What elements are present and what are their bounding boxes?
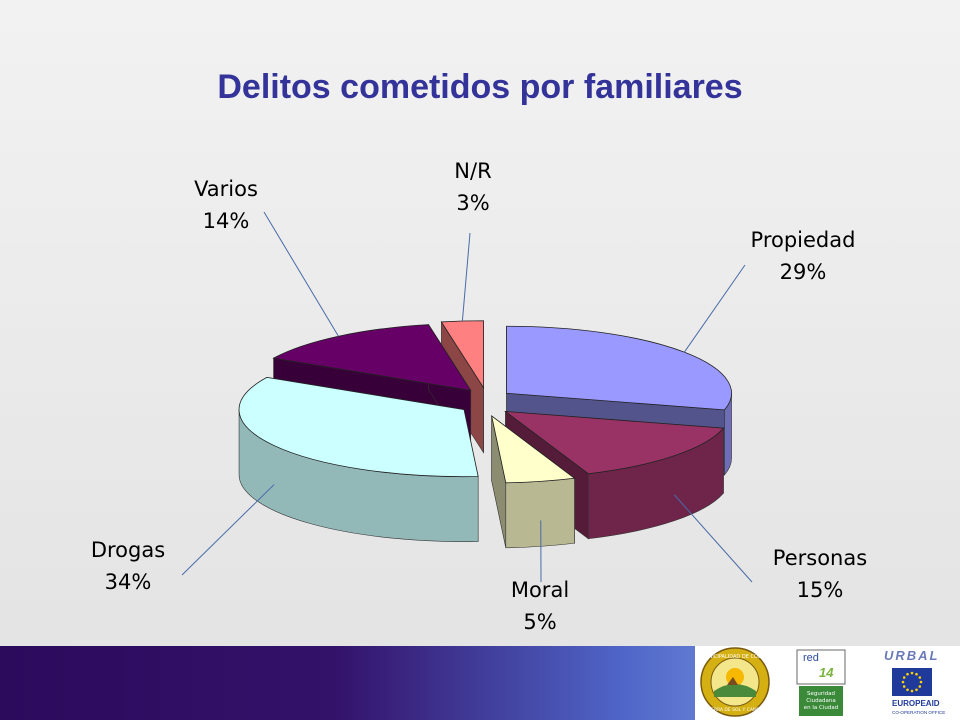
eu-star (918, 685, 922, 688)
pie-chart: Propiedad 29% Personas 15% Moral 5% Drogas 34% V… (91, 159, 867, 634)
slice-percent: 15% (797, 578, 844, 602)
leader-line (673, 494, 753, 583)
slice-label: Personas (773, 546, 867, 570)
slice-label: Moral (511, 578, 569, 602)
slice-top (238, 376, 479, 478)
eu-star (915, 688, 918, 692)
eu-star (919, 680, 923, 684)
leader-line (263, 211, 339, 337)
red14-logo-line1: Seguridad (807, 691, 835, 697)
slice-percent: 14% (203, 209, 250, 233)
slice-label: Varios (194, 177, 258, 201)
red14-logo-line3: en la Ciudad (804, 705, 838, 711)
slice-label: Propiedad (751, 228, 856, 252)
eu-star (906, 672, 909, 676)
municipality-logo-text: MUNICIPALIDAD DE COLINA (701, 654, 770, 660)
eu-star (918, 676, 922, 679)
eu-star (901, 680, 905, 684)
eu-star (902, 685, 906, 688)
europeaid-logo-sub: CO-OPERATION OFFICE (892, 710, 945, 715)
eu-star (915, 672, 918, 676)
slice-outer-wall (505, 477, 575, 549)
eu-star (910, 689, 914, 693)
slice-label: N/R (454, 159, 491, 183)
leader-line (461, 232, 471, 322)
eu-star (910, 671, 914, 675)
leader-line (683, 264, 746, 353)
slice-top (491, 414, 576, 484)
urbal-logo-word: URBAL (884, 648, 940, 663)
pie-slice-drogas (238, 376, 479, 542)
leader-line (181, 484, 275, 576)
eu-star (906, 688, 909, 692)
slice-top (506, 325, 732, 411)
slide-title: Delitos cometidos por familiares (217, 68, 743, 106)
municipality-logo: MUNICIPALIDAD DE COLINA TIERRA DE SOL Y … (700, 647, 770, 717)
red14-logo-word: red (803, 652, 819, 664)
slice-top (504, 410, 725, 475)
slice-percent: 34% (105, 570, 152, 594)
municipality-logo-motto: TIERRA DE SOL Y CAMPO (706, 707, 764, 713)
slice-label: Drogas (91, 538, 165, 562)
europeaid-logo-word: EUROPEAID (892, 699, 940, 708)
urbal-europeaid-logo: URBAL EUROPEAID CO-OPERATION OFFICE (884, 648, 945, 715)
pie-slice-moral (491, 414, 576, 549)
slice-percent: 5% (523, 610, 556, 634)
slice-percent: 29% (780, 260, 827, 284)
red14-logo-number: 14 (819, 665, 834, 680)
red14-logo: red 14 Seguridad Ciudadana en la Ciudad (796, 649, 846, 716)
red14-logo-line2: Ciudadana (806, 698, 835, 704)
slice-top (272, 324, 472, 391)
eu-star (902, 676, 906, 679)
slice-percent: 3% (456, 191, 489, 215)
